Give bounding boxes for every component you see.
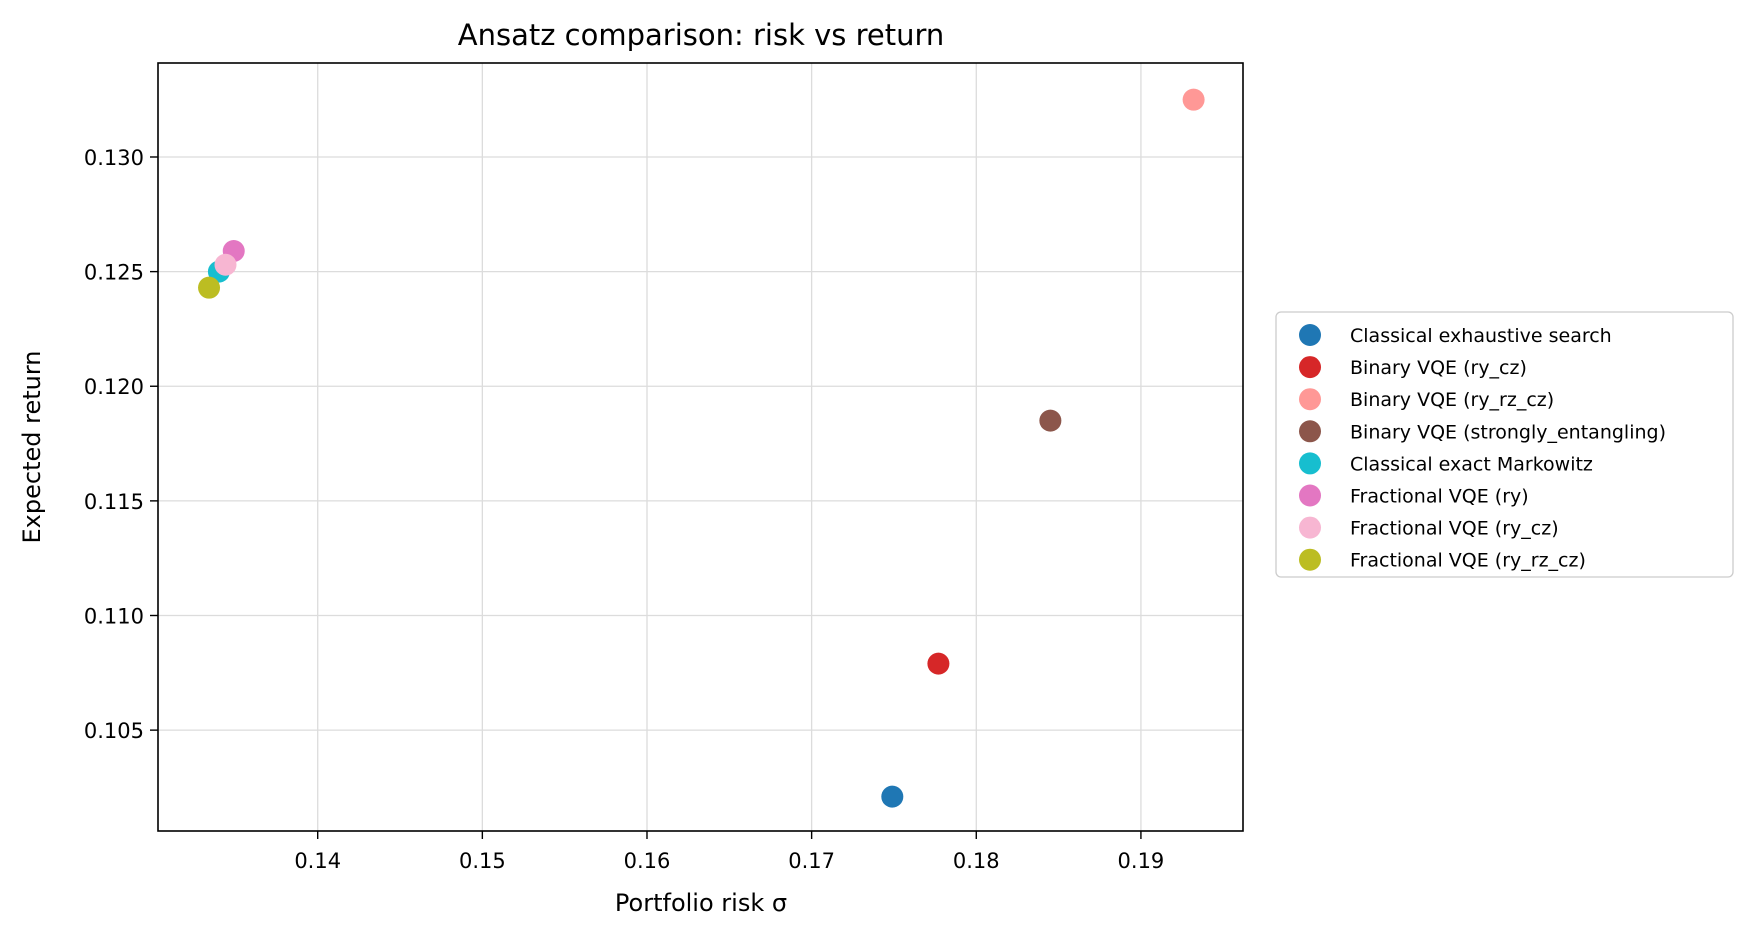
y-tick-label: 0.110: [84, 605, 144, 629]
legend-marker: [1299, 356, 1321, 379]
y-tick-label: 0.120: [84, 375, 144, 399]
legend-label: Fractional VQE (ry): [1350, 486, 1529, 508]
x-tick-label: 0.19: [1118, 849, 1165, 873]
data-point: [1182, 88, 1205, 111]
y-axis-label: Expected return: [18, 351, 46, 544]
x-tick-label: 0.15: [459, 849, 506, 873]
legend-marker: [1299, 548, 1321, 571]
legend-marker: [1299, 452, 1321, 475]
data-point: [881, 785, 904, 808]
legend-label: Binary VQE (ry_rz_cz): [1350, 389, 1554, 411]
legend-marker: [1299, 484, 1321, 507]
x-tick-label: 0.14: [294, 849, 341, 873]
legend: Classical exhaustive search Binary VQE (r…: [1275, 311, 1734, 578]
grid-lines: [158, 63, 1243, 831]
x-tick-label: 0.17: [788, 849, 835, 873]
legend-label: Fractional VQE (ry_rz_cz): [1350, 550, 1586, 572]
y-tick-label: 0.115: [84, 490, 144, 514]
x-tick-label: 0.18: [953, 849, 1000, 873]
plot-frame: [157, 62, 1244, 832]
y-tick-label: 0.130: [84, 146, 144, 170]
legend-label: Binary VQE (ry_cz): [1350, 357, 1527, 379]
data-points: [198, 88, 1205, 808]
legend-label: Classical exhaustive search: [1350, 325, 1612, 347]
data-point: [1039, 409, 1062, 432]
axis-ticks: 0.14 0.15 0.16 0.17 0.18 0.19 0.105 0.110 0.115 0…: [84, 146, 1164, 873]
chart-title: Ansatz comparison: risk vs return: [458, 18, 945, 52]
legend-box: [1275, 311, 1734, 578]
legend-marker: [1299, 324, 1321, 346]
y-tick-label: 0.125: [84, 261, 144, 285]
data-point: [214, 253, 237, 276]
data-point: [198, 276, 221, 299]
y-tick-label: 0.105: [84, 719, 144, 743]
x-tick-label: 0.16: [624, 849, 671, 873]
legend-marker: [1299, 388, 1321, 411]
data-point: [927, 652, 950, 675]
x-axis-label: Portfolio risk σ: [615, 889, 787, 917]
legend-label: Binary VQE (strongly_entangling): [1350, 421, 1666, 443]
legend-marker: [1299, 420, 1321, 443]
legend-marker: [1299, 516, 1321, 539]
legend-label: Classical exact Markowitz: [1350, 453, 1593, 475]
legend-label: Fractional VQE (ry_cz): [1350, 518, 1559, 540]
